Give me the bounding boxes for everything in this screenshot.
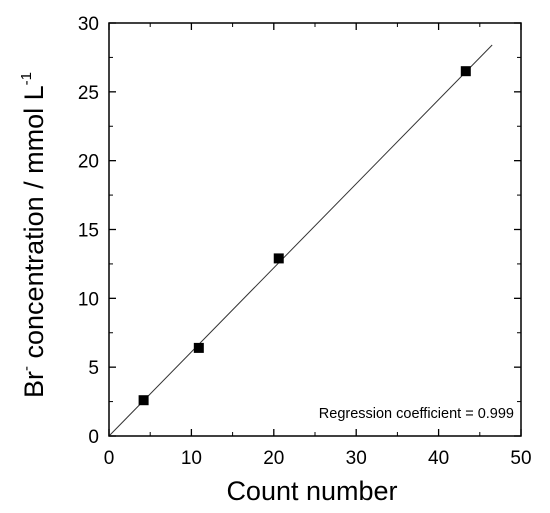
y-axis-title-base: Br xyxy=(19,371,49,398)
data-point-3 xyxy=(273,253,284,264)
x-axis-title: Count number xyxy=(226,476,397,506)
fit-layer xyxy=(108,44,493,437)
y-axis-title-unit-superscript: -1 xyxy=(18,72,35,85)
y-axis-title-text: concentration / mmol L xyxy=(19,85,49,366)
y-tick-label-30: 30 xyxy=(78,14,99,35)
y-tick-label-5: 5 xyxy=(88,358,99,379)
x-tick-label-40: 40 xyxy=(428,448,449,469)
tick-labels: 0 10 20 30 40 50 0 5 10 15 20 25 30 xyxy=(78,14,532,469)
y-tick-label-25: 25 xyxy=(78,83,99,104)
x-tick-label-50: 50 xyxy=(510,448,531,469)
y-axis-title-base-superscript: - xyxy=(18,366,35,371)
x-tick-label-10: 10 xyxy=(181,448,202,469)
x-tick-label-20: 20 xyxy=(263,448,284,469)
regression-line xyxy=(108,44,493,437)
plot-frame xyxy=(108,22,522,437)
y-tick-label-20: 20 xyxy=(78,152,99,173)
y-tick-label-15: 15 xyxy=(78,221,99,242)
minor-ticks xyxy=(109,23,521,436)
data-point-1 xyxy=(138,395,149,406)
data-points xyxy=(138,66,471,406)
data-point-4 xyxy=(460,66,471,77)
data-point-2 xyxy=(193,342,204,353)
y-axis-title: Br- concentration / mmol L-1 xyxy=(18,72,49,398)
y-tick-label-0: 0 xyxy=(88,427,99,448)
major-ticks xyxy=(108,22,522,437)
x-tick-label-30: 30 xyxy=(346,448,367,469)
y-tick-label-10: 10 xyxy=(78,289,99,310)
annotation-regression: Regression coefficient = 0.999 xyxy=(319,406,514,422)
x-tick-label-0: 0 xyxy=(104,448,115,469)
